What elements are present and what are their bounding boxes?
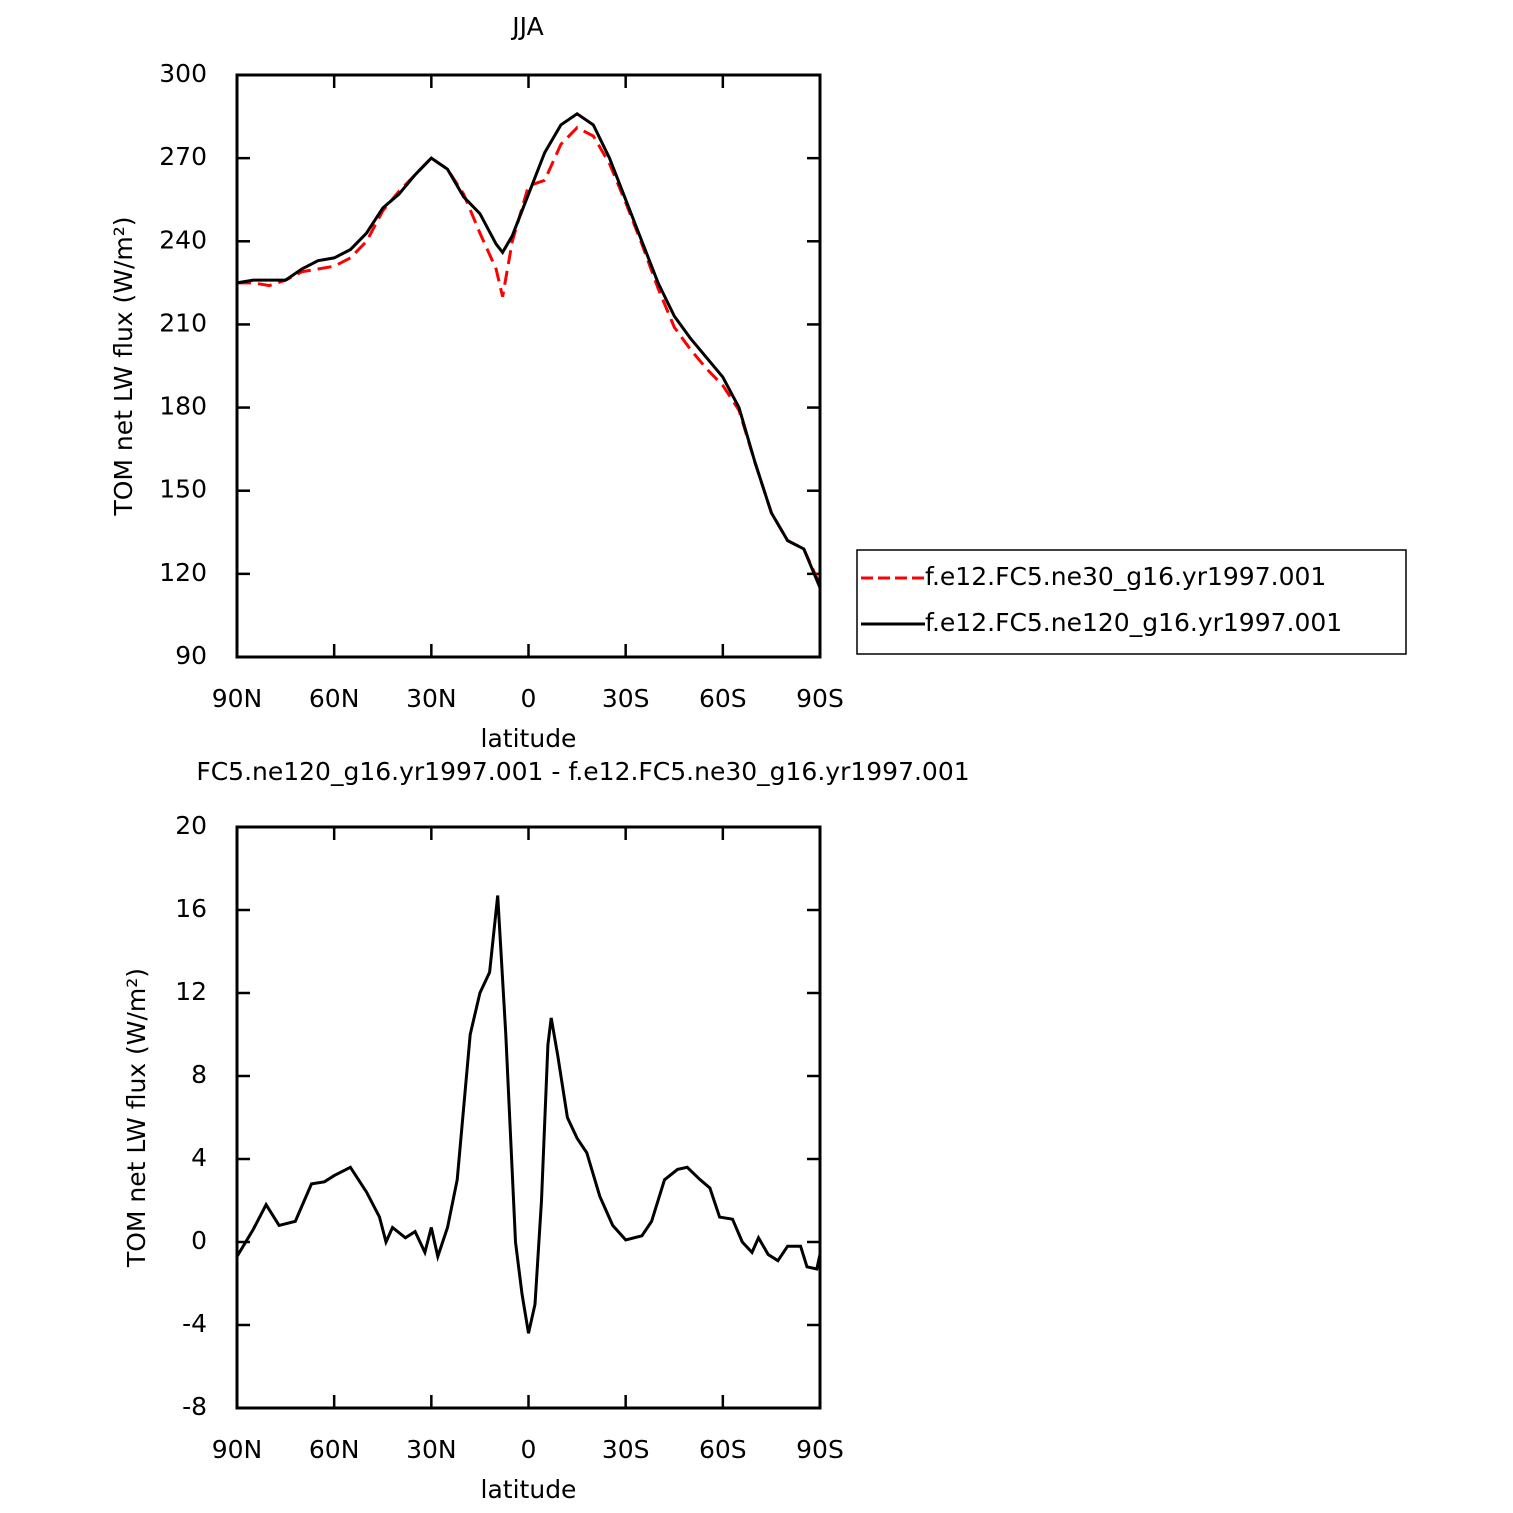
x-tick-label: 60S <box>699 1435 747 1464</box>
y-tick-label: -4 <box>182 1309 207 1338</box>
x-tick-label: 90N <box>212 684 263 713</box>
y-tick-label: 210 <box>159 308 207 337</box>
y-tick-label: 300 <box>159 59 207 88</box>
data-line <box>236 111 822 589</box>
x-tick-label: 90N <box>212 1435 263 1464</box>
y-tick-label: 240 <box>159 225 207 254</box>
plot-frame <box>235 73 822 659</box>
legend-label: f.e12.FC5.ne30_g16.yr1997.001 <box>925 562 1326 591</box>
x-tick-label: 30N <box>406 1435 457 1464</box>
y-tick-label: 4 <box>191 1143 207 1172</box>
y-tick-label: 12 <box>175 977 207 1006</box>
y-axis-label: TOM net LW flux (W/m²) <box>109 216 138 516</box>
x-tick-label: 60N <box>309 1435 360 1464</box>
y-tick-label: 0 <box>191 1226 207 1255</box>
x-tick-label: 60S <box>699 684 747 713</box>
chart-title: FC5.ne120_g16.yr1997.001 - f.e12.FC5.ne3… <box>196 757 969 786</box>
y-tick-label: 8 <box>191 1060 207 1089</box>
x-tick-label: 0 <box>521 684 537 713</box>
y-tick-label: 120 <box>159 558 207 587</box>
legend-label: f.e12.FC5.ne120_g16.yr1997.001 <box>925 608 1342 637</box>
y-tick-label: 20 <box>175 811 207 840</box>
plot-frame <box>235 825 822 1410</box>
y-tick-label: -8 <box>182 1392 207 1421</box>
x-tick-label: 30N <box>406 684 457 713</box>
data-line <box>235 895 822 1334</box>
y-tick-label: 16 <box>175 894 207 923</box>
x-tick-label: 30S <box>602 1435 650 1464</box>
y-tick-label: 150 <box>159 475 207 504</box>
y-tick-label: 180 <box>159 392 207 421</box>
x-tick-label: 0 <box>521 1435 537 1464</box>
x-tick-label: 30S <box>602 684 650 713</box>
y-tick-label: 90 <box>175 641 207 670</box>
y-tick-label: 270 <box>159 142 207 171</box>
x-tick-label: 90S <box>796 1435 844 1464</box>
y-axis-label: TOM net LW flux (W/m²) <box>122 968 151 1268</box>
x-tick-label: 90S <box>796 684 844 713</box>
legend-box <box>856 549 1407 655</box>
x-tick-label: 60N <box>309 684 360 713</box>
x-axis-label: latitude <box>481 724 577 753</box>
chart-title: JJA <box>510 12 543 41</box>
x-axis-label: latitude <box>481 1475 577 1504</box>
